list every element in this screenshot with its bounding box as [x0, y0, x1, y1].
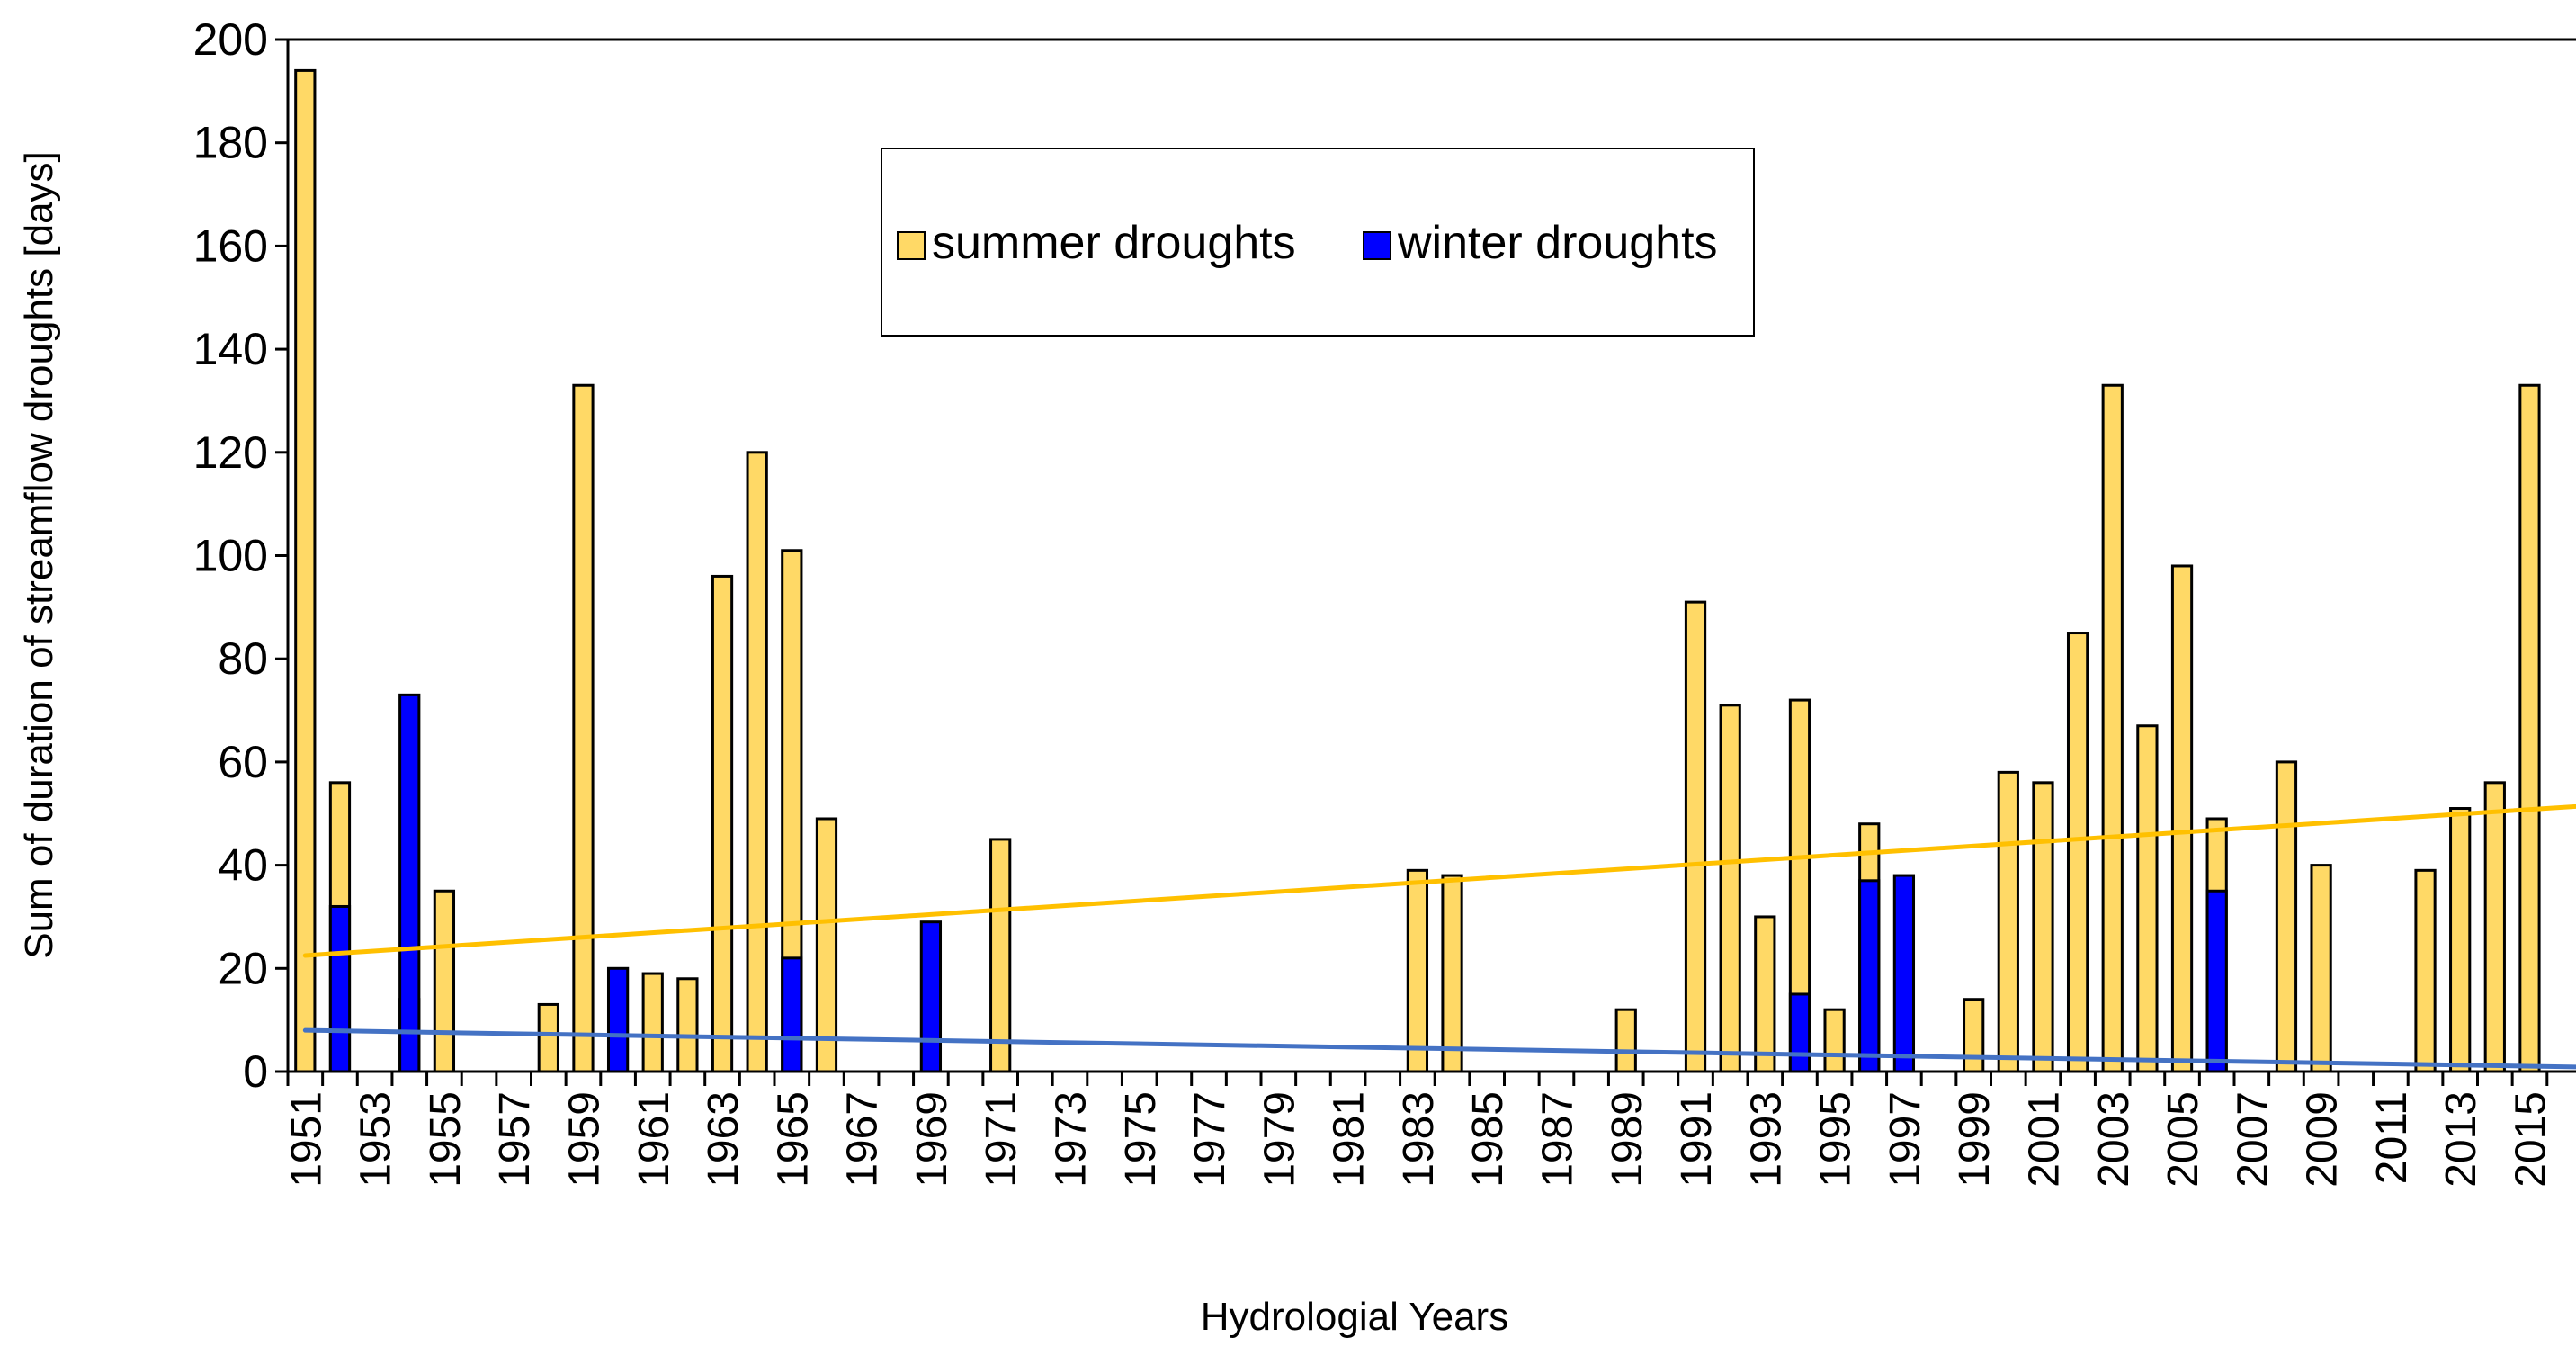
x-tick-label-1987: 1987 [1534, 1091, 1581, 1188]
x-axis-title: Hydrologial Years [1201, 1295, 1508, 1339]
legend-label-summer: summer droughts [932, 217, 1296, 269]
x-tick-label-1967: 1967 [839, 1091, 887, 1188]
y-tick-label-160: 160 [193, 220, 268, 271]
trendline-summer [302, 803, 2576, 958]
trendline-winter [302, 1027, 2576, 1070]
bar-summer-1959 [572, 383, 595, 1073]
bar-summer-1999 [1963, 998, 1985, 1073]
y-tick-label-60: 60 [218, 737, 268, 787]
bar-summer-1984 [1441, 874, 1463, 1073]
y-tick-label-0: 0 [243, 1046, 268, 1097]
bar-summer-2014 [2483, 781, 2506, 1073]
bar-summer-1993 [1754, 915, 1776, 1073]
x-tick-label-1979: 1979 [1256, 1091, 1303, 1188]
bar-winter-2006 [2205, 889, 2228, 1073]
y-tick-label-180: 180 [193, 118, 268, 168]
x-tick-label-2007: 2007 [2229, 1091, 2276, 1188]
bar-winter-1960 [606, 966, 630, 1073]
legend-swatch-winter [1363, 231, 1391, 260]
bar-winter-1952 [328, 904, 352, 1073]
x-tick-label-1957: 1957 [491, 1091, 539, 1188]
x-tick-label-1997: 1997 [1882, 1091, 1929, 1188]
x-tick-label-1975: 1975 [1117, 1091, 1165, 1188]
y-axis-title: Sum of duration of streamflow droughts [… [17, 151, 61, 959]
bar-summer-1989 [1614, 1008, 1637, 1073]
x-tick-label-1953: 1953 [353, 1091, 400, 1188]
x-tick-label-2005: 2005 [2160, 1091, 2207, 1188]
x-tick-label-1989: 1989 [1604, 1091, 1651, 1188]
bar-winter-1997 [1892, 874, 1916, 1073]
bars [294, 68, 2541, 1073]
bar-summer-1983 [1406, 868, 1429, 1073]
bar-winter-1969 [919, 920, 943, 1073]
x-tick-label-2015: 2015 [2507, 1091, 2554, 1188]
y-tick-label-120: 120 [193, 427, 268, 478]
y-tick-label-200: 200 [193, 14, 268, 65]
x-tick-label-1955: 1955 [422, 1091, 470, 1188]
y-tick-label-80: 80 [218, 633, 268, 684]
x-tick-label-1965: 1965 [769, 1091, 817, 1188]
x-tick-label-1999: 1999 [1951, 1091, 1999, 1188]
bar-summer-1951 [294, 68, 317, 1073]
bar-summer-1961 [641, 972, 664, 1073]
bar-summer-1966 [815, 817, 838, 1073]
bar-summer-2015 [2518, 383, 2541, 1073]
x-tick-label-1969: 1969 [908, 1091, 956, 1188]
bar-summer-2001 [2032, 781, 2054, 1073]
legend-label-winter: winter droughts [1397, 217, 1718, 269]
y-tick-label-20: 20 [218, 943, 268, 993]
bar-summer-1995 [1823, 1008, 1846, 1073]
x-tick-label-1961: 1961 [631, 1091, 678, 1188]
x-tick-label-2011: 2011 [2368, 1091, 2416, 1184]
bar-summer-2002 [2066, 632, 2089, 1073]
bar-summer-2003 [2101, 383, 2124, 1073]
bar-summer-2009 [2310, 864, 2332, 1073]
x-tick-label-1995: 1995 [1812, 1091, 1860, 1188]
x-tick-label-1971: 1971 [978, 1091, 1025, 1188]
y-tick-label-100: 100 [193, 531, 268, 581]
legend-swatch-summer [897, 231, 926, 260]
bar-summer-2008 [2275, 760, 2298, 1073]
x-tick-label-1977: 1977 [1186, 1091, 1234, 1188]
bar-winter-1965 [781, 956, 803, 1073]
bar-summer-1958 [537, 1002, 559, 1073]
x-tick-label-1959: 1959 [560, 1091, 608, 1188]
bar-summer-1971 [989, 838, 1012, 1073]
x-tick-label-1983: 1983 [1395, 1091, 1443, 1188]
bar-winter-1996 [1858, 879, 1881, 1073]
bar-summer-1991 [1684, 600, 1707, 1073]
bar-summer-1955 [433, 889, 456, 1073]
bar-winter-1994 [1788, 992, 1811, 1073]
bar-summer-2004 [2136, 724, 2159, 1073]
legend-box [881, 148, 1755, 337]
bar-summer-2000 [1997, 770, 2019, 1073]
bar-summer-1964 [746, 451, 768, 1073]
x-tick-label-1991: 1991 [1673, 1091, 1721, 1188]
bar-summer-2013 [2449, 807, 2472, 1073]
legend: summer droughts winter droughts [881, 148, 1755, 337]
x-tick-label-1951: 1951 [282, 1091, 330, 1188]
bar-winter-1954 [398, 693, 421, 1073]
bar-summer-2005 [2170, 564, 2194, 1073]
x-tick-label-2013: 2013 [2437, 1091, 2485, 1188]
x-tick-label-1973: 1973 [1047, 1091, 1095, 1188]
y-tick-label-40: 40 [218, 840, 268, 891]
bar-summer-1992 [1719, 704, 1741, 1073]
x-tick-label-1985: 1985 [1464, 1091, 1512, 1188]
y-tick-label-140: 140 [193, 324, 268, 374]
bar-summer-1963 [711, 574, 734, 1073]
x-tick-label-2001: 2001 [2020, 1091, 2068, 1188]
x-tick-label-2009: 2009 [2299, 1091, 2347, 1188]
x-tick-label-1981: 1981 [1326, 1091, 1373, 1188]
x-tick-label-2003: 2003 [2090, 1091, 2138, 1188]
bar-summer-1962 [676, 977, 699, 1073]
x-tick-label-1963: 1963 [700, 1091, 747, 1188]
x-tick-label-1993: 1993 [1742, 1091, 1790, 1188]
bar-summer-2012 [2414, 868, 2437, 1073]
